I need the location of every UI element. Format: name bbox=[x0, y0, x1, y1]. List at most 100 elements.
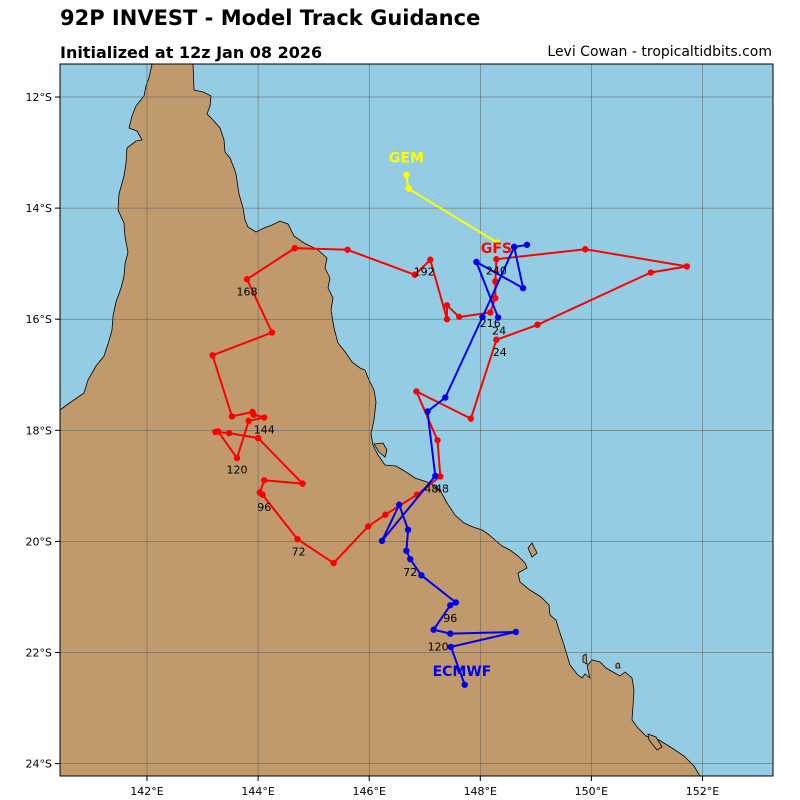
ecmwf-track-point bbox=[407, 555, 414, 563]
lat-tick-label: 18°S bbox=[26, 424, 52, 437]
gfs-track-point bbox=[443, 316, 451, 323]
gfs-hour-label: 96 bbox=[257, 501, 271, 514]
gfs-model-label: GFS bbox=[481, 241, 512, 257]
lat-tick-label: 12°S bbox=[26, 91, 52, 104]
gfs-track-point bbox=[291, 244, 298, 252]
gfs-track-point bbox=[226, 429, 233, 437]
gfs-hour-label: 216 bbox=[480, 317, 501, 330]
ecmwf-hour-label: 72 bbox=[403, 566, 417, 579]
gfs-hour-label: 48 bbox=[435, 483, 449, 496]
gfs-track-point bbox=[411, 271, 418, 278]
lon-tick-label: 146°E bbox=[352, 785, 385, 798]
island bbox=[373, 442, 388, 458]
gfs-track-point bbox=[261, 477, 268, 484]
ecmwf-hour-label: 120 bbox=[428, 640, 449, 653]
gem-track-point bbox=[403, 171, 410, 178]
gfs-hour-label: 240 bbox=[486, 264, 507, 277]
ecmwf-track-point bbox=[432, 472, 439, 480]
lat-tick-label: 20°S bbox=[26, 535, 52, 548]
ecmwf-track-point bbox=[378, 537, 386, 545]
ecmwf-track-point bbox=[510, 243, 518, 251]
ecmwf-hour-label: 24 bbox=[492, 324, 506, 337]
australia-land bbox=[60, 64, 701, 776]
gfs-track-point bbox=[233, 454, 241, 462]
gfs-track-point bbox=[330, 559, 337, 567]
gfs-track-point bbox=[250, 411, 257, 418]
gfs-track-point bbox=[261, 414, 268, 421]
lon-tick-label: 142°E bbox=[130, 785, 163, 798]
gfs-track-point bbox=[443, 302, 451, 309]
ecmwf-track-point bbox=[479, 313, 486, 321]
axis-ticks: 142°E 144°E 146°E 148°E 150°E 152°E 12°S 14°S 16… bbox=[26, 91, 720, 798]
gfs-track-point bbox=[209, 352, 216, 359]
gfs-track-point bbox=[228, 413, 236, 420]
ecmwf-track-point bbox=[424, 408, 431, 415]
ecmwf-track-point bbox=[494, 314, 502, 321]
ecmwf-track-point bbox=[447, 602, 454, 609]
gfs-track-point bbox=[259, 491, 266, 498]
track-labels: 24 48 72 96 120 144 168 192 216 240 GFS 24 48 72 96 120… bbox=[226, 151, 511, 680]
gfs-track-point bbox=[487, 309, 494, 316]
gfs-track-point bbox=[294, 535, 301, 543]
gfs-track-point bbox=[492, 294, 499, 302]
ecmwf-track-point bbox=[452, 599, 460, 606]
ecmwf-track-point bbox=[404, 526, 412, 533]
gfs-hour-label: 24 bbox=[493, 346, 507, 359]
lat-tick-label: 24°S bbox=[26, 758, 52, 771]
ecmwf-track-point bbox=[418, 572, 425, 579]
lat-tick-label: 14°S bbox=[26, 202, 52, 215]
gem-model-label: GEM bbox=[389, 151, 424, 167]
gfs-track-point bbox=[455, 313, 463, 321]
ecmwf-track-point bbox=[519, 284, 527, 292]
ecmwf-track-point bbox=[395, 501, 403, 508]
lat-tick-label: 22°S bbox=[26, 647, 52, 660]
gfs-track-point bbox=[344, 246, 351, 253]
gfs-track-point bbox=[299, 480, 306, 487]
gfs-track-point bbox=[434, 437, 441, 444]
gfs-hour-label: 168 bbox=[236, 285, 257, 298]
gfs-track-point bbox=[212, 428, 219, 436]
gfs-track-point bbox=[493, 336, 500, 343]
ecmwf-model-label: ECMWF bbox=[433, 664, 492, 680]
gfs-track-point bbox=[268, 329, 276, 336]
map-frame bbox=[59, 63, 774, 777]
gfs-track-point bbox=[413, 388, 420, 395]
gfs-track-point bbox=[243, 276, 251, 283]
gfs-track-point bbox=[582, 246, 589, 253]
ecmwf-track-point bbox=[523, 241, 531, 248]
gfs-track-point bbox=[493, 256, 500, 263]
model-tracks bbox=[209, 171, 691, 688]
lon-tick-label: 150°E bbox=[575, 785, 608, 798]
island bbox=[615, 662, 621, 669]
gfs-hour-label: 144 bbox=[254, 424, 275, 437]
lat-tick-label: 16°S bbox=[26, 313, 52, 326]
gfs-track-point bbox=[254, 434, 262, 442]
ecmwf-track-point bbox=[430, 626, 437, 633]
ecmwf-track-point bbox=[512, 628, 520, 636]
gfs-track-point bbox=[467, 415, 475, 422]
island bbox=[647, 733, 663, 751]
gfs-track-point bbox=[245, 417, 252, 425]
gfs-hour-label: 72 bbox=[292, 545, 306, 558]
chart-title: 92P INVEST - Model Track Guidance bbox=[60, 6, 481, 30]
gfs-track-point bbox=[647, 269, 655, 276]
gfs-track-point bbox=[364, 523, 372, 530]
lon-tick-label: 152°E bbox=[686, 785, 719, 798]
gem-track-point bbox=[405, 185, 412, 192]
gfs-hour-label: 192 bbox=[414, 265, 435, 278]
ecmwf-track-point bbox=[461, 681, 468, 688]
island bbox=[582, 653, 588, 665]
credit: Levi Cowan - tropicaltidbits.com bbox=[547, 44, 772, 60]
ecmwf-hour-label: 48 bbox=[424, 483, 438, 496]
ecmwf-track-point bbox=[473, 258, 480, 266]
lon-tick-label: 144°E bbox=[241, 785, 274, 798]
ecmwf-track-point bbox=[447, 630, 454, 637]
gfs-track-point bbox=[382, 511, 389, 518]
lon-tick-label: 148°E bbox=[464, 785, 497, 798]
ecmwf-hour-label: 96 bbox=[443, 612, 457, 625]
ecmwf-track-point bbox=[442, 394, 449, 401]
island bbox=[527, 542, 538, 558]
gridlines bbox=[60, 64, 773, 776]
gfs-track-point bbox=[534, 321, 541, 328]
